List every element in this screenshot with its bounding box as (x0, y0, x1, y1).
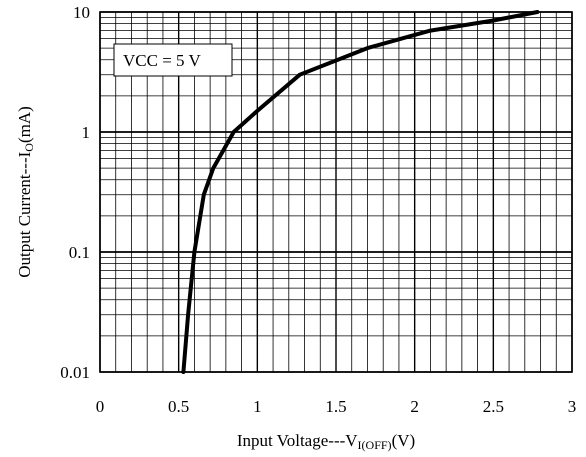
y-tick-label: 10 (73, 3, 90, 22)
x-tick-label: 3 (568, 397, 577, 416)
y-tick-label: 1 (82, 123, 91, 142)
x-tick-label: 0 (96, 397, 105, 416)
y-tick-label: 0.1 (69, 243, 90, 262)
x-axis-label: Input Voltage---VI(OFF)(V) (237, 431, 415, 452)
series-line (181, 10, 540, 374)
data-series (181, 10, 540, 374)
plot-border (99, 11, 573, 373)
annotation-label: VCC = 5 V (123, 51, 201, 70)
plot-frame (99, 11, 573, 373)
x-tick-label: 1.5 (325, 397, 346, 416)
y-tick-label: 0.01 (60, 363, 90, 382)
x-tick-label: 0.5 (168, 397, 189, 416)
y-axis-label: Output Current---IO(mA) (15, 106, 36, 278)
x-tick-label: 2 (410, 397, 419, 416)
x-tick-label: 2.5 (483, 397, 504, 416)
x-tick-labels: 0 0.5 1 1.5 2 2.5 3 (96, 397, 577, 416)
annotation-box: VCC = 5 V (113, 43, 233, 77)
x-tick-label: 1 (253, 397, 262, 416)
y-tick-labels: 0.01 0.1 1 10 (60, 3, 90, 382)
